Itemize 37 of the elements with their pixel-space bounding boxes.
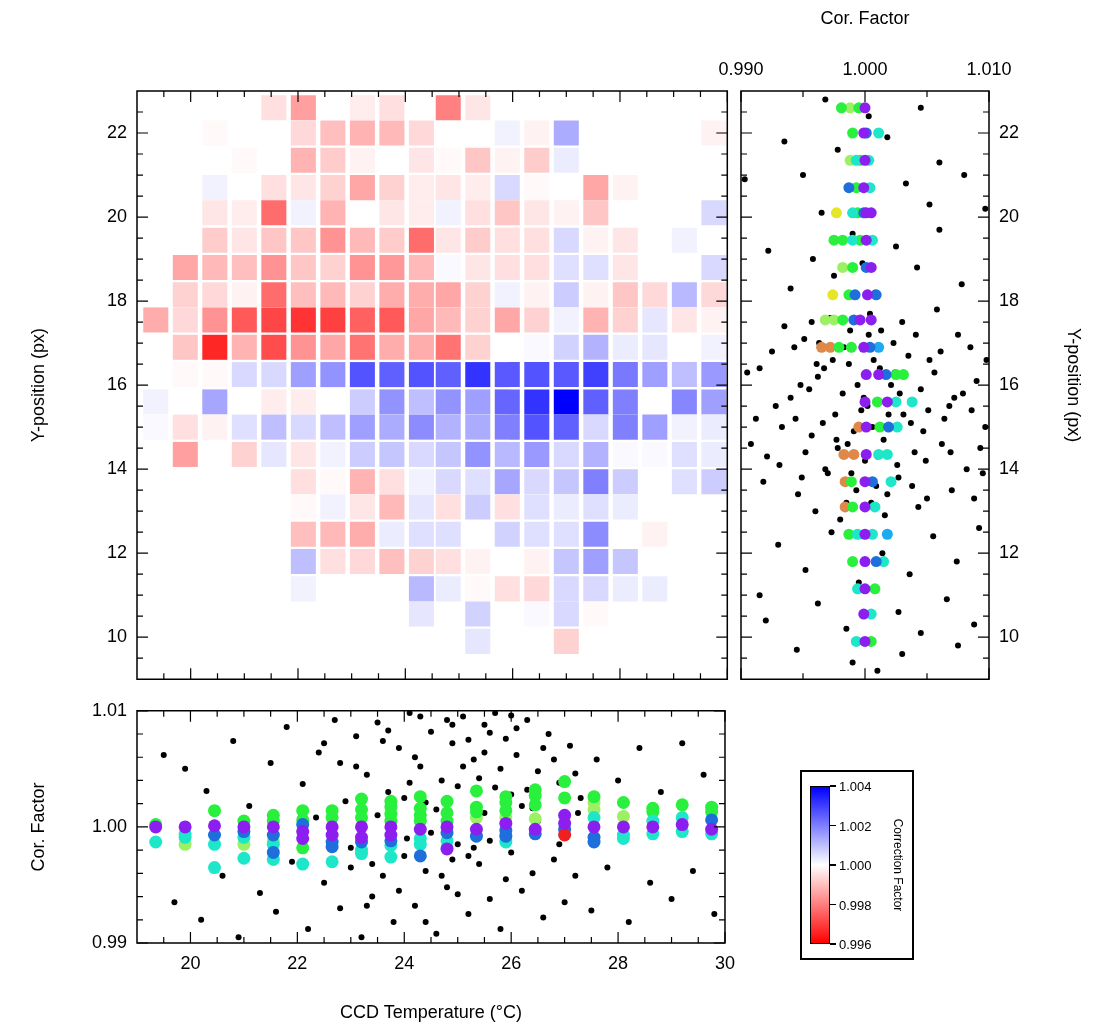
- y-tick-label: 18: [106, 290, 127, 311]
- y-tick-label: 14: [106, 458, 127, 479]
- x-tick-label: 30: [714, 952, 735, 973]
- y-tick-label: 0.99: [91, 931, 127, 952]
- color-bar-title: Correction Factor: [891, 818, 905, 912]
- y-tick-label: 12: [106, 542, 127, 563]
- color-bar-label: 0.998: [839, 897, 872, 912]
- y-tick-label: 14: [999, 458, 1020, 479]
- color-bar-label: 1.000: [839, 857, 872, 873]
- y-tick-label: 16: [106, 374, 127, 395]
- y-tick-label: 1.00: [91, 815, 127, 836]
- y-tick-label: 12: [999, 542, 1020, 563]
- color-bar-label: 1.002: [839, 818, 872, 833]
- color-bar-label: 0.996: [839, 936, 872, 952]
- y-tick-label: 16: [999, 374, 1020, 395]
- y-tick-label: 22: [999, 121, 1020, 142]
- y-tick-label: 18: [999, 290, 1020, 311]
- x-tick-label: 1.000: [842, 59, 888, 80]
- x-tick-label: 26: [501, 952, 522, 973]
- y-axis-title: Y-position (px): [27, 327, 48, 443]
- x-tick-label: 22: [287, 952, 308, 973]
- x-tick-label: 20: [180, 952, 201, 973]
- x-axis-title: CCD Temperature (°C): [340, 1002, 522, 1023]
- y-tick-label: 1.01: [91, 699, 127, 720]
- x-tick-label: 1.010: [966, 59, 1012, 80]
- color-bar-label: 1.004: [839, 778, 872, 794]
- y-tick-label: 20: [999, 206, 1020, 227]
- y-tick-label: 10: [999, 626, 1020, 647]
- x-tick-label: 0.990: [718, 59, 764, 80]
- y-tick-label: 22: [106, 121, 127, 142]
- x-tick-label: 28: [608, 952, 629, 973]
- y-axis-title: Y-position (px): [1064, 327, 1085, 443]
- x-axis-title: Cor. Factor: [820, 7, 910, 28]
- x-tick-label: 24: [394, 952, 415, 973]
- y-tick-label: 10: [106, 626, 127, 647]
- y-tick-label: 20: [106, 206, 127, 227]
- y-axis-title: Cor. Factor: [27, 782, 48, 872]
